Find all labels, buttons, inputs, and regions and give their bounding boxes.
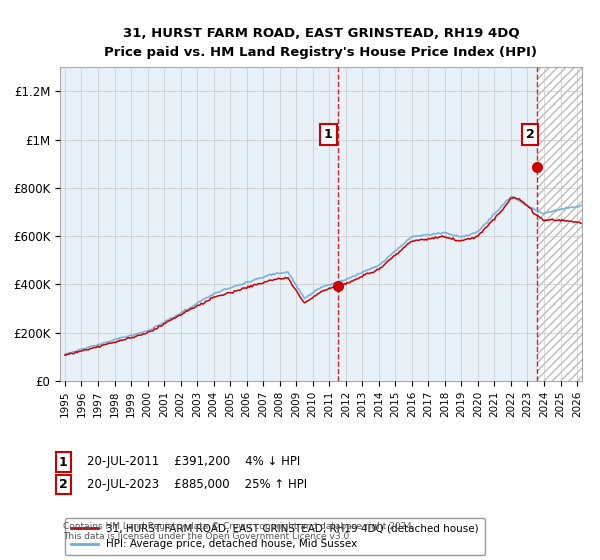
Text: 1: 1 xyxy=(59,455,67,469)
Text: 2: 2 xyxy=(59,478,67,491)
Text: 2: 2 xyxy=(526,128,535,141)
Text: 20-JUL-2023    £885,000    25% ↑ HPI: 20-JUL-2023 £885,000 25% ↑ HPI xyxy=(87,478,307,491)
Text: Contains HM Land Registry data © Crown copyright and database right 2024.
This d: Contains HM Land Registry data © Crown c… xyxy=(63,522,415,542)
Text: 1: 1 xyxy=(324,128,333,141)
Title: 31, HURST FARM ROAD, EAST GRINSTEAD, RH19 4DQ
Price paid vs. HM Land Registry's : 31, HURST FARM ROAD, EAST GRINSTEAD, RH1… xyxy=(104,27,538,59)
Text: 20-JUL-2011    £391,200    4% ↓ HPI: 20-JUL-2011 £391,200 4% ↓ HPI xyxy=(87,455,300,469)
Legend: 31, HURST FARM ROAD, EAST GRINSTEAD, RH19 4DQ (detached house), HPI: Average pri: 31, HURST FARM ROAD, EAST GRINSTEAD, RH1… xyxy=(65,518,485,556)
Bar xyxy=(536,67,582,381)
